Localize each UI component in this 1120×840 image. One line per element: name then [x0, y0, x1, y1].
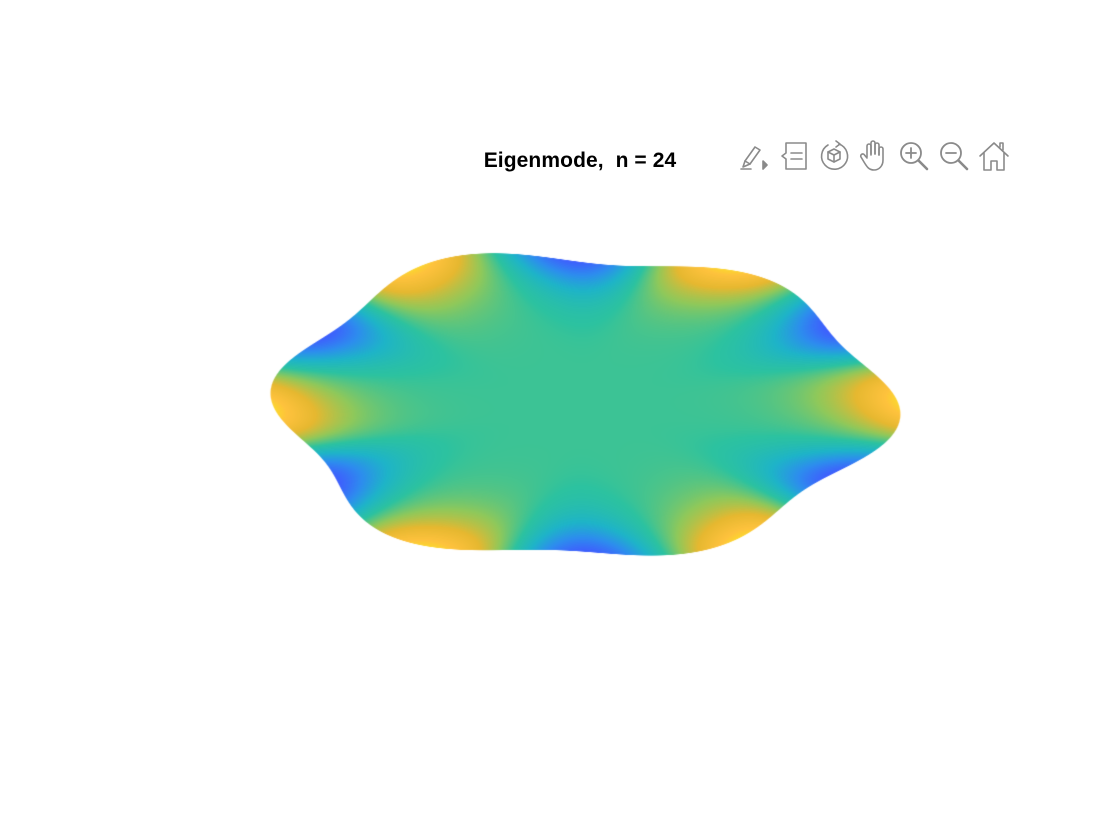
zoom-out-button[interactable] [934, 136, 974, 176]
data-tips-button[interactable] [774, 136, 814, 176]
rotate-3d-button[interactable] [814, 136, 854, 176]
pan-button[interactable] [854, 136, 894, 176]
brush-button[interactable] [734, 136, 774, 176]
zoom-out-icon [940, 142, 969, 171]
axes-toolbar [734, 136, 1014, 176]
zoom-in-button[interactable] [894, 136, 934, 176]
brush-icon [740, 146, 768, 170]
home-icon [979, 142, 1009, 171]
rotate-3d-icon [820, 140, 849, 170]
data-tips-icon [781, 142, 807, 170]
home-button[interactable] [974, 136, 1014, 176]
pan-hand-icon [859, 140, 884, 171]
zoom-in-icon [900, 142, 929, 171]
plot-title: Eigenmode, n = 24 [483, 149, 677, 172]
